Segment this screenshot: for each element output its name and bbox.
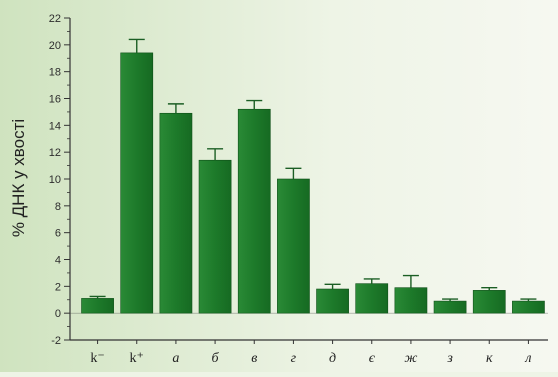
- y-tick-label: 10: [49, 174, 61, 186]
- bar: [277, 178, 310, 314]
- y-tick-label: 12: [49, 147, 61, 159]
- y-tick-label: 18: [49, 67, 61, 79]
- bar: [316, 288, 349, 314]
- bar: [433, 300, 467, 314]
- x-tick-label: л: [524, 351, 531, 366]
- bar: [159, 112, 193, 314]
- y-tick-label: 22: [49, 13, 61, 25]
- x-tick-label: ж: [404, 351, 417, 366]
- bar: [512, 300, 545, 314]
- bar: [394, 287, 428, 314]
- x-tick-label: а: [172, 351, 179, 366]
- bar: [355, 283, 389, 314]
- y-axis-label: % ДНК у хвості: [9, 119, 28, 237]
- y-tick-label: 6: [55, 228, 61, 240]
- bar: [81, 298, 114, 314]
- x-tick-label: б: [212, 351, 220, 366]
- y-tick-label: 2: [55, 281, 61, 293]
- y-tick-label: 16: [49, 94, 61, 106]
- y-tick-label: -2: [51, 335, 61, 347]
- y-tick-label: 8: [55, 201, 61, 213]
- y-tick-label: 20: [49, 40, 61, 52]
- x-tick-label: к: [486, 351, 493, 366]
- bar: [237, 108, 271, 314]
- bar: [120, 52, 154, 314]
- x-tick-label: в: [251, 351, 257, 366]
- y-tick-label: 0: [55, 308, 61, 320]
- bar: [472, 290, 506, 314]
- x-tick-label: є: [369, 351, 376, 366]
- plot-area: -2 0 2 4 6 8 10 12 14 16 18 20 22 k⁻ k⁺ а б в г д є ж з к л: [49, 13, 548, 366]
- x-tick-label: k⁺: [130, 351, 144, 366]
- x-tick-label: д: [329, 351, 336, 366]
- x-tick-label: г: [291, 351, 297, 366]
- x-tick-label: k⁻: [90, 351, 104, 366]
- y-tick-label: 4: [55, 255, 61, 267]
- x-tick-label: з: [446, 351, 453, 366]
- y-tick-label: 14: [49, 120, 61, 132]
- bar: [198, 159, 232, 314]
